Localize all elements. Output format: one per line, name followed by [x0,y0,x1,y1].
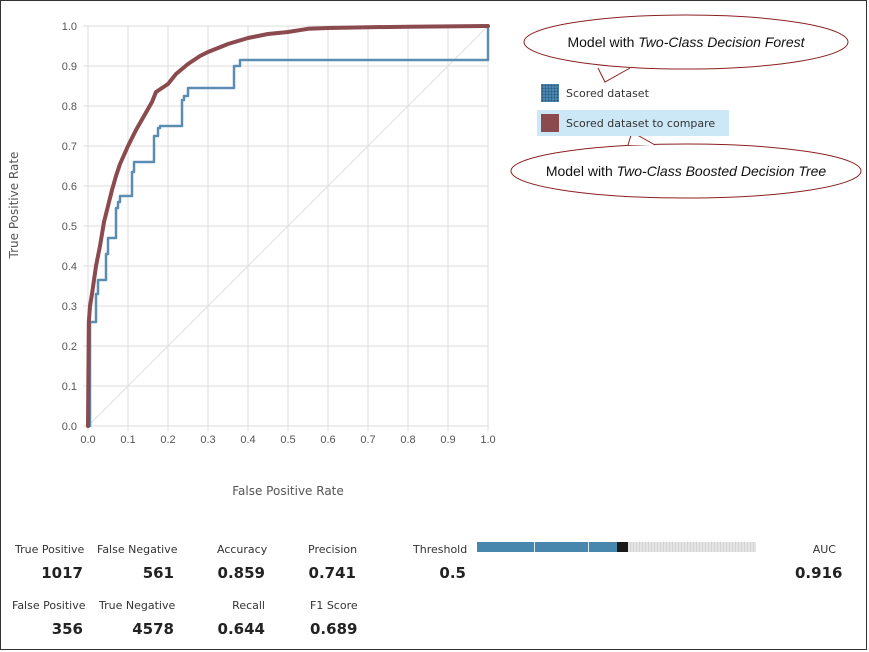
annotations: Model with Two-Class Decision Forest Mod… [510,14,862,199]
metric-true-negative: True Negative 4578 [99,599,176,638]
y-tick-label: 0.5 [62,221,77,233]
legend-item-scored[interactable]: Scored dataset [537,80,729,106]
metric-value: 4578 [132,620,174,638]
y-tick-label: 0.2 [62,341,77,353]
x-tick-label: 0.6 [320,434,335,446]
callout-forest-italic: Two-Class Decision Forest [638,34,805,50]
metric-value: 0.689 [310,620,358,638]
y-tick-label: 0.1 [62,381,77,393]
series-line-compare [86,24,490,428]
metric-precision: Precision 0.741 [308,543,358,582]
metric-value: 0.5 [439,564,466,582]
legend: Scored dataset Scored dataset to compare [537,80,730,140]
legend-swatch-compare [541,114,559,132]
x-tick-label: 0.0 [80,434,95,446]
callout-forest-label: Model with Two-Class Decision Forest [567,34,805,50]
x-tick-label: 0.8 [400,434,415,446]
metric-label: False Negative [97,543,178,556]
series-lines [86,24,490,428]
metric-label: Precision [308,543,358,556]
x-tick-label: 0.2 [160,434,175,446]
legend-item-compare[interactable]: Scored dataset to compare [537,110,730,136]
metric-recall: Recall 0.644 [217,599,265,638]
x-axis-label: False Positive Rate [232,484,344,498]
callout-boosted-bubble [510,143,862,199]
callout-boosted-label: Model with Two-Class Boosted Decision Tr… [546,163,827,179]
metric-value: 0.859 [217,564,265,582]
threshold-tick [534,542,535,552]
callout-forest-prefix: Model with [567,34,638,50]
metric-value: 0.644 [217,620,265,638]
metric-true-positive: True Positive 1017 [15,543,85,582]
y-tick-label: 0.4 [62,261,77,273]
series-line-scored [86,24,490,428]
callout-boosted-italic: Two-Class Boosted Decision Tree [617,163,827,179]
x-tick-label: 1.0 [480,434,495,446]
tick-labels: 0.0 0.1 0.2 0.3 0.4 0.5 0.6 0.7 0.8 0.9 1.0 0.0 0.1 0… [62,21,496,446]
legend-swatch-scored [541,84,559,102]
metric-false-positive: False Positive 356 [12,599,86,638]
y-tick-label: 0.7 [62,141,77,153]
metric-label: Accuracy [217,543,268,556]
metric-value: 561 [142,564,174,582]
callout-forest-tail [597,67,631,83]
diagonal-reference-line [87,25,489,427]
metric-value: 1017 [41,564,83,582]
threshold-slider[interactable] [477,542,756,552]
metric-auc: AUC 0.916 [795,543,843,582]
y-tick-label: 0.9 [62,61,77,73]
metric-value: 0.916 [795,564,843,582]
metric-label: False Positive [12,599,86,612]
y-tick-label: 1.0 [62,21,77,33]
y-tick-label: 0.6 [62,181,77,193]
callout-forest-bubble [523,14,849,70]
legend-label-scored: Scored dataset [566,86,649,100]
x-tick-label: 0.7 [360,434,375,446]
metric-accuracy: Accuracy 0.859 [217,543,268,582]
metric-label: Threshold [413,543,468,556]
metric-threshold: Threshold 0.5 [413,543,468,582]
x-tick-label: 0.3 [200,434,215,446]
grid [83,25,489,431]
metric-value: 0.741 [308,564,356,582]
y-tick-label: 0.3 [62,301,77,313]
metric-label: True Positive [15,543,85,556]
metric-label: Recall [232,599,265,612]
x-tick-label: 0.5 [280,434,295,446]
y-tick-label: 0.8 [62,101,77,113]
callout-boosted-prefix: Model with [546,163,617,179]
x-tick-label: 0.1 [120,434,135,446]
metric-label: True Negative [99,599,176,612]
x-tick-label: 0.4 [240,434,255,446]
metric-f1-score: F1 Score 0.689 [310,599,358,638]
metric-false-negative: False Negative 561 [97,543,178,582]
legend-label-compare: Scored dataset to compare [566,116,716,130]
threshold-slider-handle[interactable] [617,542,628,552]
y-tick-label: 0.0 [62,421,77,433]
metric-value: 356 [51,620,83,638]
threshold-tick [588,542,589,552]
threshold-slider-fill [477,542,617,552]
metric-label: F1 Score [310,599,358,612]
x-tick-label: 0.9 [440,434,455,446]
metric-label: AUC [812,543,836,556]
